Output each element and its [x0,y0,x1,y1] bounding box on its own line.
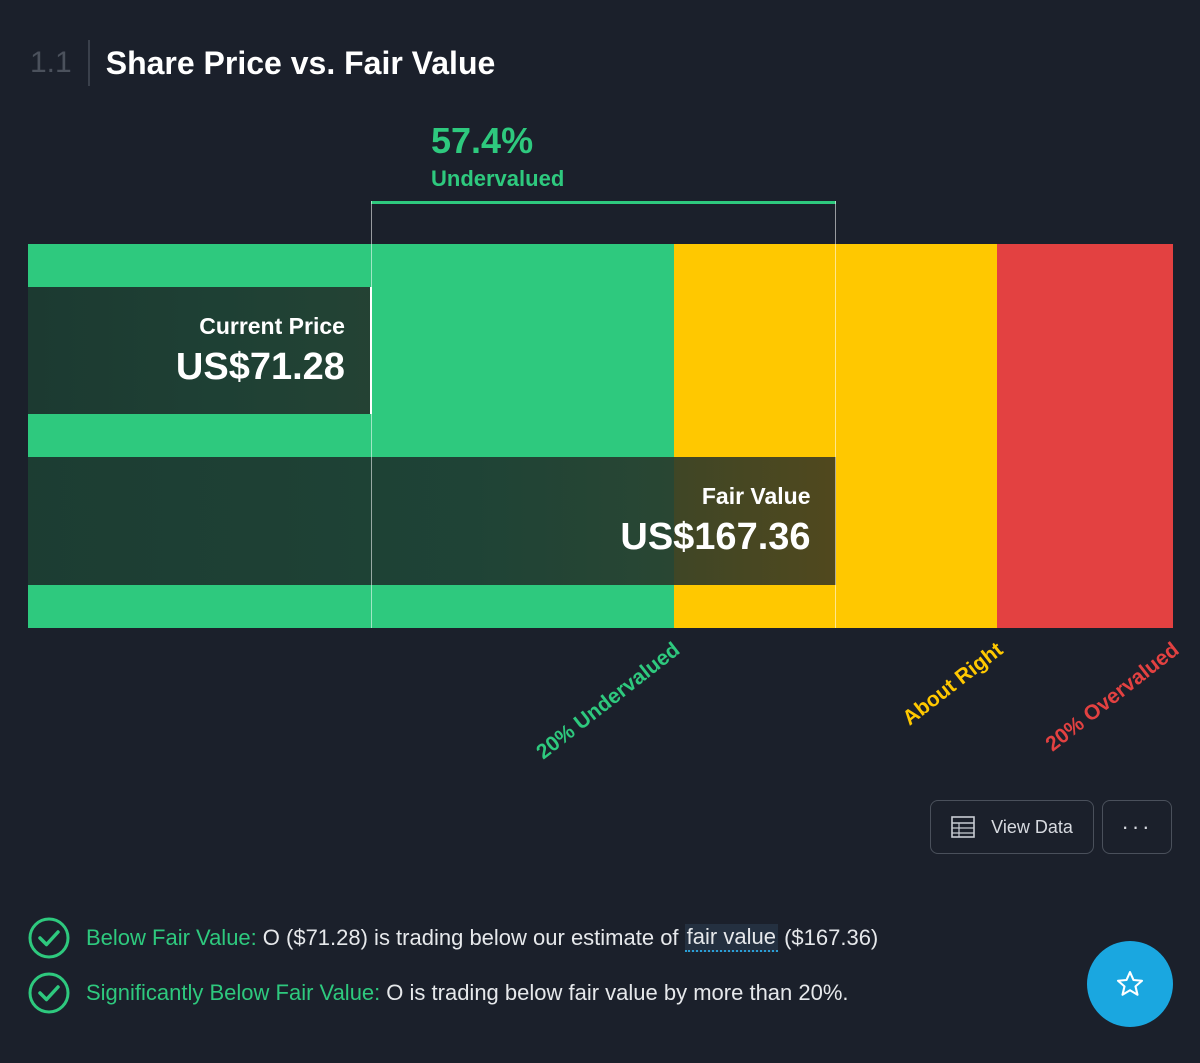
more-options-button[interactable]: ··· [1102,800,1172,854]
check-text-after: ($167.36) [784,925,879,950]
view-data-label: View Data [991,816,1073,837]
section-title: Share Price vs. Fair Value [105,44,496,81]
fair-value-bar: Fair Value US$167.36 [28,457,836,585]
star-icon [1116,971,1144,996]
current-price-marker-line [370,201,372,628]
section-number: 1.1 [30,40,90,86]
valuation-chart: Current Price US$71.28 Fair Value US$167… [28,244,1173,628]
zone-label-overvalued: 20% Overvalued [1041,638,1184,757]
current-price-value: US$71.28 [175,345,345,388]
check-below-fair-value: Below Fair Value: O ($71.28) is trading … [28,917,878,959]
add-to-watchlist-button[interactable] [1087,941,1173,1027]
zone-overvalued [997,244,1173,628]
check-circle-icon [28,917,70,959]
check-significantly-below: Significantly Below Fair Value: O is tra… [28,972,849,1014]
check-title: Significantly Below Fair Value: [86,980,381,1005]
fair-value-label: Fair Value [701,483,811,509]
fair-value-value: US$167.36 [620,516,811,558]
view-data-button[interactable]: View Data [930,800,1094,854]
discount-bracket [370,201,836,204]
ellipsis-icon: ··· [1121,814,1153,839]
current-price-bar: Current Price US$71.28 [28,287,372,414]
discount-percent: 57.4% [431,120,534,161]
check-text: O is trading below fair value by more th… [386,980,849,1005]
zone-label-about-right: About Right [898,638,1008,731]
section-header: 1.1 Share Price vs. Fair Value [30,40,495,86]
check-text: O ($71.28) is trading below our estimate… [262,925,679,950]
current-price-label: Current Price [199,312,345,339]
check-title: Below Fair Value: [86,925,257,950]
discount-label: Undervalued [431,166,565,191]
fair-value-link[interactable]: fair value [684,924,778,952]
zone-label-undervalued: 20% Undervalued [532,638,685,764]
check-circle-icon [28,972,70,1014]
table-icon [951,816,975,838]
fair-value-marker-line [834,201,836,628]
